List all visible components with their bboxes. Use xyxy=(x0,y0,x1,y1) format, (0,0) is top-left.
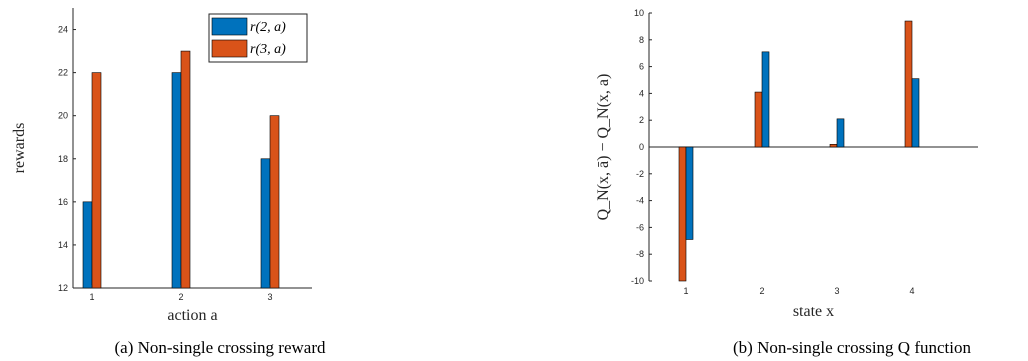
chart-b-bar xyxy=(911,78,920,148)
chart-a-legend-swatch xyxy=(211,17,248,36)
chart-a-x-label: action a xyxy=(167,307,217,324)
chart-b-y-tick-label: 10 xyxy=(634,8,644,18)
chart-b-x-tick-label: 1 xyxy=(683,286,688,296)
chart-a-legend-label: r(3, a) xyxy=(250,42,286,57)
chart-a-legend-label: r(2, a) xyxy=(250,20,286,35)
chart-b-y-tick-label: 2 xyxy=(639,115,644,125)
chart-a-caption: (a) Non-single crossing reward xyxy=(114,338,326,357)
chart-b-bar xyxy=(678,146,687,282)
chart-b-y-tick-label: 0 xyxy=(639,142,644,152)
chart-b-caption: (b) Non-single crossing Q function xyxy=(733,338,971,357)
chart-a-y-label: rewards xyxy=(11,123,28,174)
chart-b-x-tick-label: 3 xyxy=(834,286,839,296)
chart-a-bar xyxy=(91,72,102,289)
chart-b-bar xyxy=(761,51,770,148)
chart-b-y-tick-label: 6 xyxy=(639,62,644,72)
chart-b-y-tick-label: -6 xyxy=(636,222,644,232)
chart-b-bar xyxy=(685,146,694,240)
chart-a-y-tick-label: 24 xyxy=(58,25,68,35)
chart-b-bar xyxy=(829,144,838,148)
chart-a-x-tick-label: 1 xyxy=(89,292,94,302)
chart-a-y-tick-label: 12 xyxy=(58,283,68,293)
chart-b-x-label: state x xyxy=(793,303,834,320)
chart-a-y-tick-label: 22 xyxy=(58,68,68,78)
chart-a-bar xyxy=(260,158,271,289)
chart-b-y-tick-label: -4 xyxy=(636,196,644,206)
chart-a-y-tick-label: 14 xyxy=(58,240,68,250)
chart-b-bar xyxy=(904,20,913,148)
chart-b-y-label: Q_N(x, ā) − Q_N(x, a) xyxy=(595,74,612,221)
chart-a-bar xyxy=(171,72,182,289)
chart-a-legend-swatch xyxy=(211,39,248,58)
chart-a-bar xyxy=(269,115,280,289)
chart-a-bar xyxy=(82,201,93,289)
chart-a-y-tick-label: 18 xyxy=(58,154,68,164)
chart-a-legend: r(2, a) r(3, a) xyxy=(208,13,308,63)
chart-b-y-tick-label: 8 xyxy=(639,35,644,45)
chart-a-y-tick-label: 20 xyxy=(58,111,68,121)
chart-a-bar xyxy=(180,50,191,289)
chart-a-x-tick-label: 2 xyxy=(178,292,183,302)
chart-a-x-tick-label: 3 xyxy=(267,292,272,302)
chart-b-y-tick-label: 4 xyxy=(639,88,644,98)
chart-b-y-tick-label: -8 xyxy=(636,249,644,259)
chart-b-bar xyxy=(836,118,845,148)
chart-b-y-tick-label: -10 xyxy=(631,276,644,286)
chart-b-y-tick-label: -2 xyxy=(636,169,644,179)
chart-a-y-tick-label: 16 xyxy=(58,197,68,207)
chart-b-x-tick-label: 2 xyxy=(759,286,764,296)
chart-b-x-tick-label: 4 xyxy=(909,286,914,296)
chart-b-bar xyxy=(754,91,763,148)
